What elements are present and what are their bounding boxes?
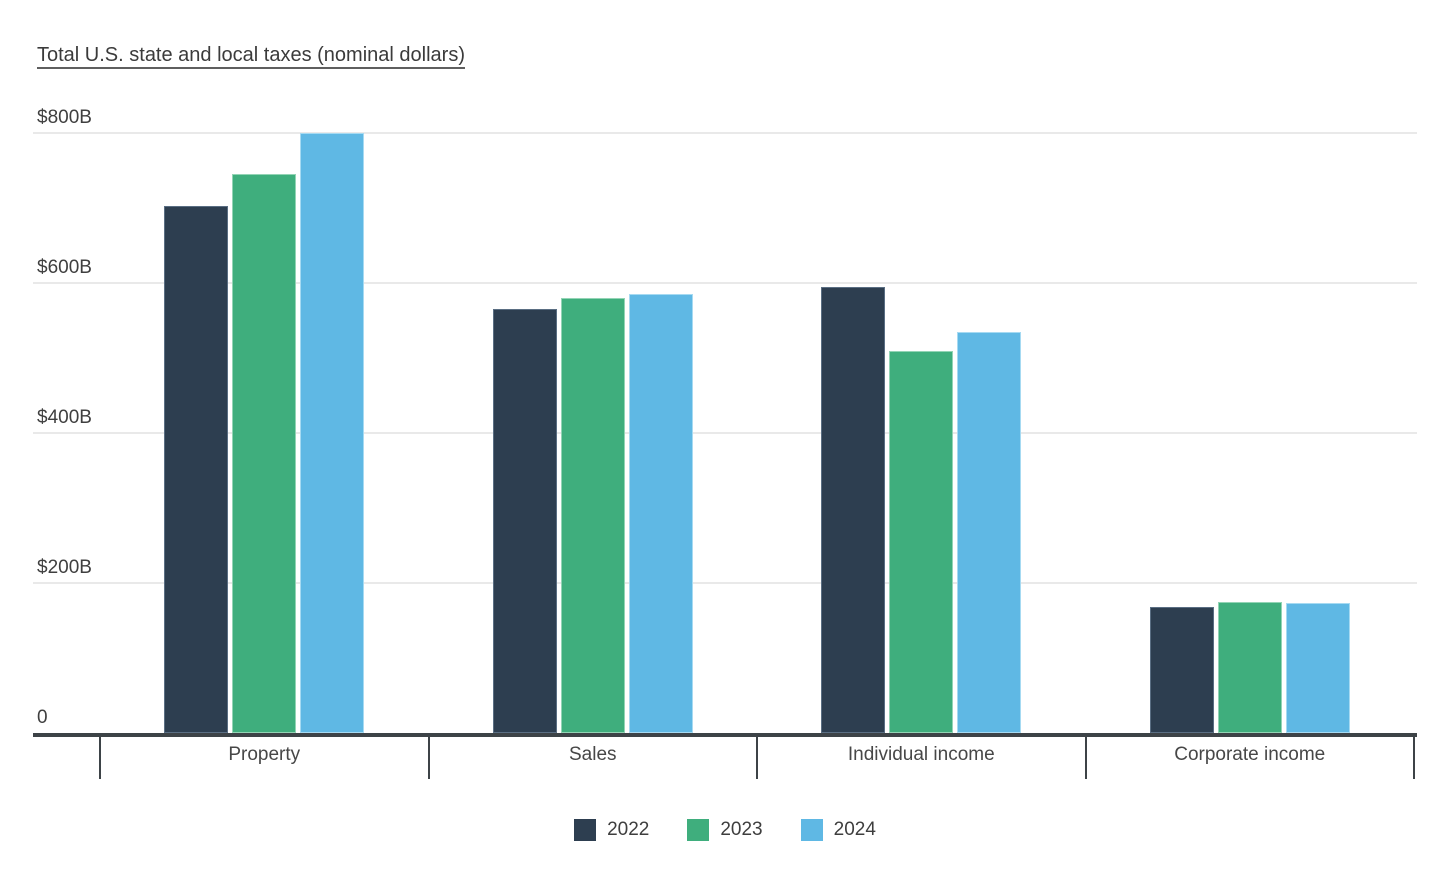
bar-individual-income-2024[interactable] <box>957 331 1022 733</box>
x-axis-label-sales: Sales <box>568 744 617 765</box>
x-axis-label-individual-income: Individual income <box>847 744 995 765</box>
bar-sales-2023[interactable] <box>560 298 625 733</box>
gridline-600 <box>33 282 1417 284</box>
bar-corporate-income-2023[interactable] <box>1217 601 1282 733</box>
x-axis-tick <box>1413 737 1415 779</box>
x-axis-tick <box>427 737 430 779</box>
gridline-200 <box>33 582 1417 584</box>
bar-individual-income-2023[interactable] <box>889 350 954 733</box>
gridline-400 <box>33 432 1417 434</box>
y-axis-label-0: 0 <box>37 707 48 728</box>
x-axis-tick <box>756 737 758 779</box>
legend-label-2022: 2022 <box>607 819 650 840</box>
legend-item-2024[interactable]: 2024 <box>800 819 876 841</box>
x-axis-line <box>33 733 1417 737</box>
x-axis-tick <box>99 737 101 779</box>
gridline-800 <box>33 132 1417 134</box>
legend: 2022 2023 2024 <box>0 819 1450 841</box>
plot-area: $800B $600B $400B $200B 0 Property Sales Indivi… <box>33 107 1417 779</box>
legend-swatch-2024 <box>800 819 823 841</box>
bar-property-2022[interactable] <box>164 205 229 733</box>
y-axis-label-200: $200B <box>37 557 92 578</box>
legend-swatch-2023 <box>687 819 710 841</box>
x-axis-tick <box>1084 737 1087 779</box>
legend-item-2023[interactable]: 2023 <box>687 819 763 841</box>
legend-swatch-2022 <box>574 819 597 841</box>
chart-title: Total U.S. state and local taxes (nomina… <box>37 44 465 66</box>
bar-individual-income-2022[interactable] <box>821 286 886 733</box>
bar-corporate-income-2024[interactable] <box>1285 602 1350 733</box>
bar-sales-2024[interactable] <box>628 293 693 733</box>
legend-label-2024: 2024 <box>833 819 876 840</box>
legend-label-2023: 2023 <box>720 819 763 840</box>
legend-item-2022[interactable]: 2022 <box>574 819 649 841</box>
bar-sales-2022[interactable] <box>492 309 557 733</box>
bar-property-2023[interactable] <box>232 174 297 733</box>
y-axis-label-800: $800B <box>37 107 92 128</box>
y-axis-label-600: $600B <box>37 257 92 278</box>
bar-corporate-income-2022[interactable] <box>1149 607 1214 733</box>
y-axis-label-400: $400B <box>37 407 92 428</box>
x-axis-label-property: Property <box>228 744 301 765</box>
bar-property-2024[interactable] <box>300 133 365 733</box>
x-axis-label-corporate-income: Corporate income <box>1174 744 1326 765</box>
